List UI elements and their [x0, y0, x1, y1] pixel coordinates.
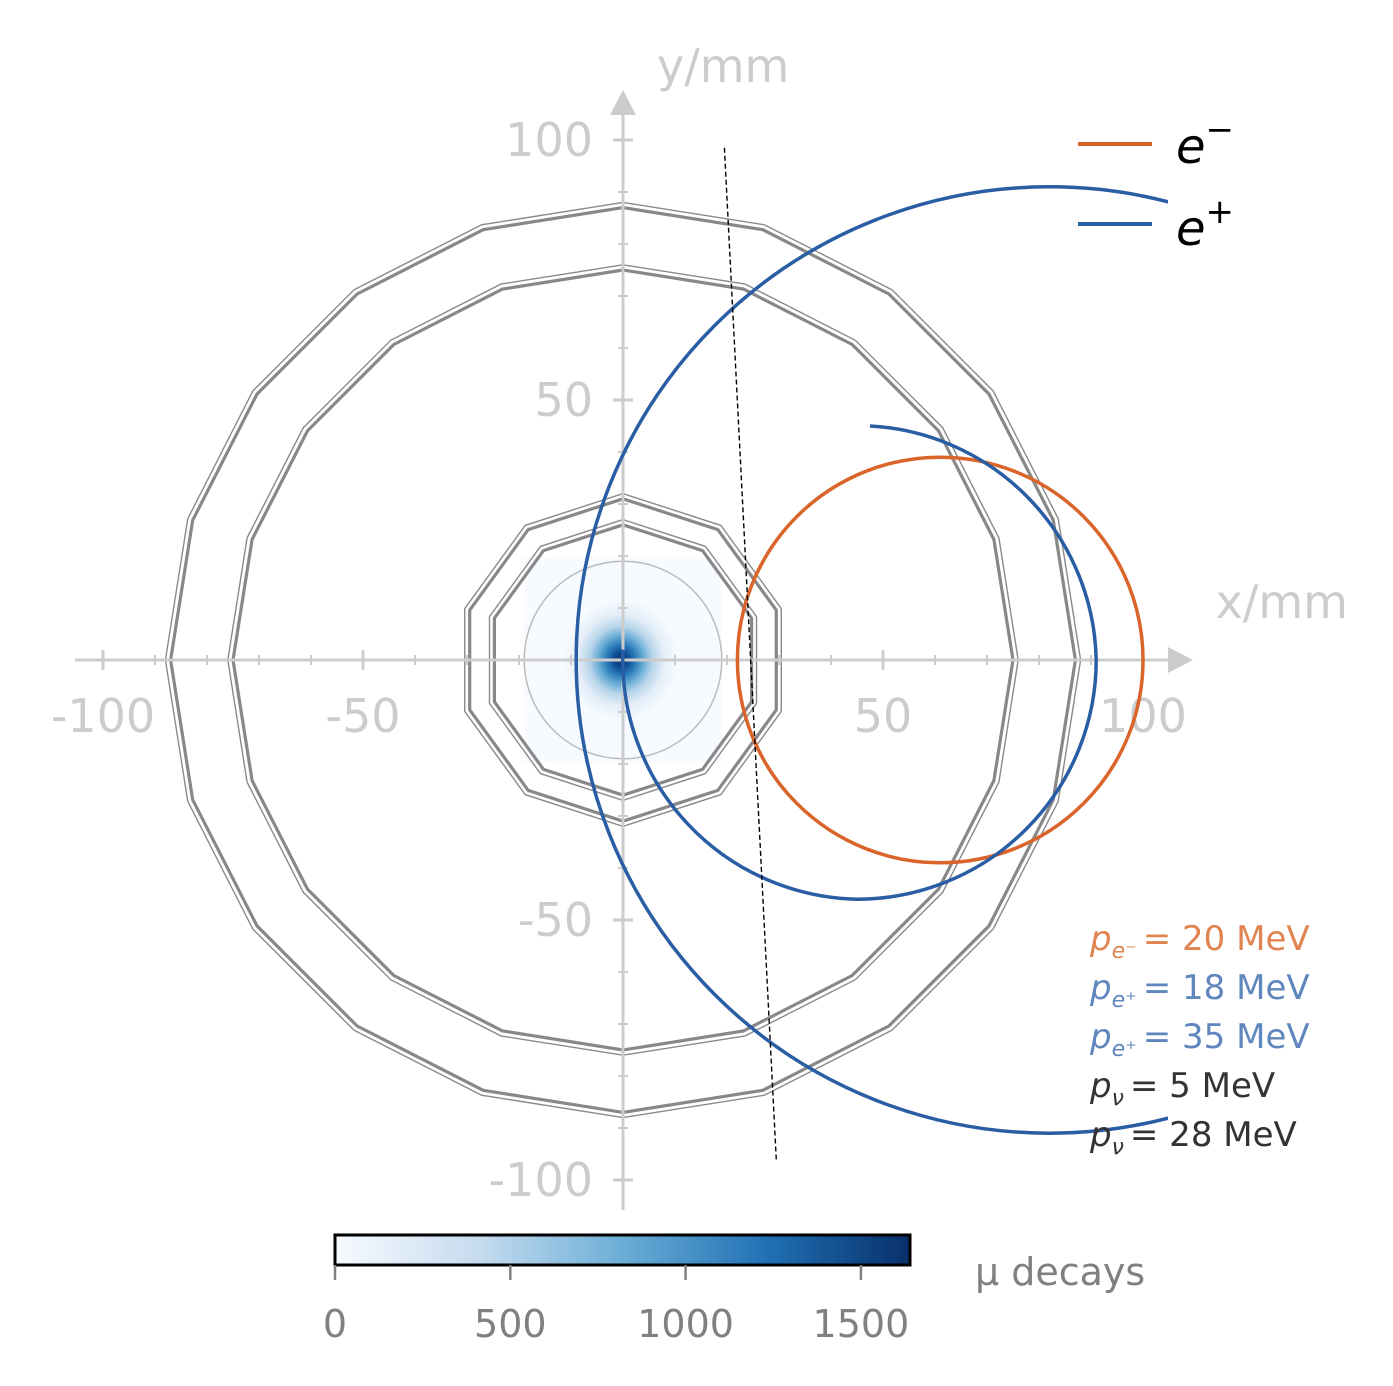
particle-tracks [574, 185, 1168, 1135]
y-axis-arrow [610, 90, 636, 115]
momentum-annotation-4: pν = 28 MeV [1089, 1115, 1297, 1160]
neutrino-direction [723, 147, 778, 1162]
track-1 [574, 185, 1168, 1135]
y-axis-label: y/mm [657, 39, 789, 93]
legend-label-e-plus: e+ [1176, 192, 1234, 257]
x-tick-label: 100 [1099, 689, 1187, 743]
legend: e− e+ [1078, 110, 1234, 257]
y-tick-label: 50 [534, 373, 593, 427]
legend-label-e-minus: e− [1176, 110, 1234, 175]
x-axis-label: x/mm [1216, 575, 1348, 629]
colorbar-tick-label: 500 [474, 1302, 547, 1346]
colorbar-bar [333, 1233, 912, 1267]
x-tick-label: -100 [51, 689, 155, 743]
momentum-annotation-2: pe⁺ = 35 MeV [1089, 1017, 1310, 1062]
x-axis-arrow [1168, 647, 1193, 673]
neutrino-line [723, 147, 778, 1162]
colorbar-tick-label: 0 [323, 1302, 347, 1346]
x-tick-label: -50 [325, 689, 400, 743]
y-tick-label: -50 [518, 893, 593, 947]
track-2 [621, 424, 1098, 901]
momentum-annotation-0: pe⁻ = 20 MeV [1089, 919, 1310, 964]
colorbar-tick-label: 1000 [637, 1302, 734, 1346]
colorbar-tick-label: 1500 [813, 1302, 910, 1346]
momentum-annotation-1: pe⁺ = 18 MeV [1089, 968, 1310, 1013]
x-tick-label: 50 [854, 689, 913, 743]
colorbar-label: μ decays [975, 1250, 1145, 1294]
momentum-annotation-3: pν = 5 MeV [1089, 1066, 1275, 1111]
y-tick-label: 100 [505, 113, 593, 167]
colorbar: μ decays 0 500 1000 1500 [323, 1233, 1145, 1346]
y-tick-label: -100 [489, 1153, 593, 1207]
track-0 [735, 455, 1145, 865]
